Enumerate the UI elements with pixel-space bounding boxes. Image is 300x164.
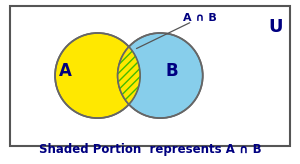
Circle shape xyxy=(55,33,140,118)
Text: Shaded Portion  represents A ∩ B: Shaded Portion represents A ∩ B xyxy=(39,143,261,156)
Text: B: B xyxy=(166,62,178,80)
Text: U: U xyxy=(268,18,282,36)
Text: A: A xyxy=(59,62,72,80)
Text: A ∩ B: A ∩ B xyxy=(183,12,216,22)
Circle shape xyxy=(118,33,203,118)
Circle shape xyxy=(55,33,140,118)
